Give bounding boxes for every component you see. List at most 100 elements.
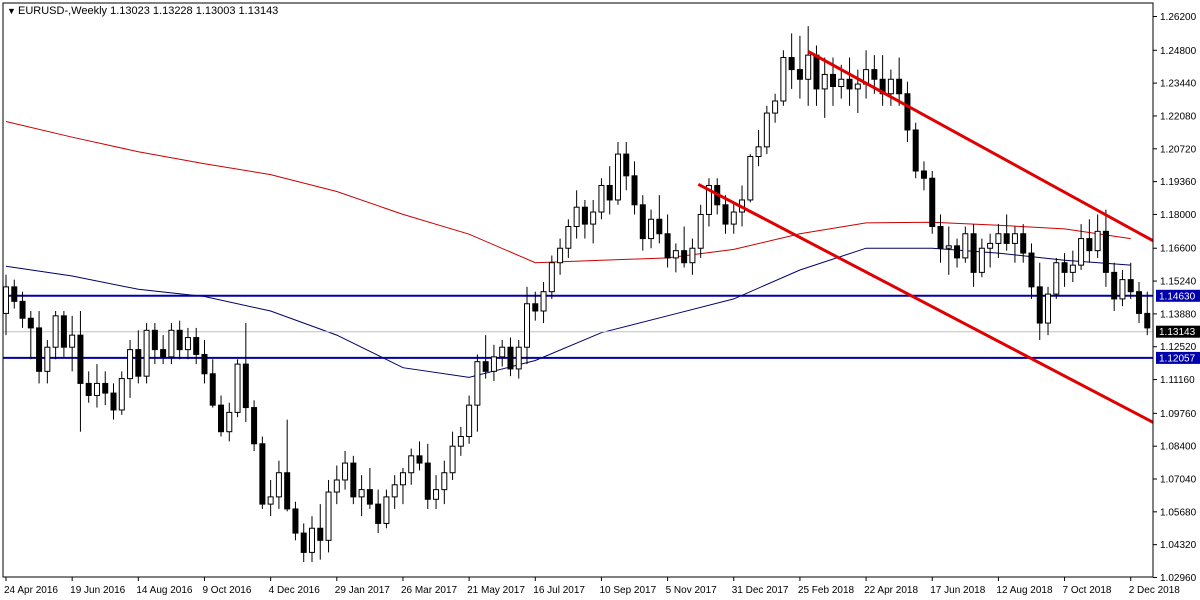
candle [581, 199, 588, 239]
candle-body-bearish [788, 57, 795, 71]
time-tick-label: 7 Oct 2018 [1063, 585, 1112, 596]
candle-body-bullish [524, 303, 531, 348]
candle-body-bearish [11, 286, 18, 302]
price-tick-label: 1.26200 [1160, 12, 1197, 23]
candle [639, 195, 646, 251]
candle-body-bearish [929, 177, 936, 228]
chart-header: EURUSD-,Weekly 1.13023 1.13228 1.13003 1… [18, 5, 278, 17]
candle [681, 226, 688, 268]
candle-body-bullish [143, 329, 150, 377]
candle-body-bearish [209, 373, 216, 406]
candle [606, 166, 613, 215]
trendline-2[interactable] [697, 182, 1200, 458]
candle [672, 243, 679, 273]
candle [300, 523, 307, 563]
candle-body-bullish [854, 83, 861, 90]
candle-body-bearish [19, 300, 26, 319]
candle [168, 323, 175, 365]
candle [433, 475, 440, 509]
candle-body-bullish [226, 411, 233, 433]
candle [970, 224, 977, 287]
candle [1144, 291, 1151, 336]
candle [242, 323, 249, 423]
candle-body-bearish [1020, 233, 1027, 254]
candle-body-bullish [548, 262, 555, 293]
candle-body-bullish [168, 329, 175, 358]
candle-body-bearish [317, 527, 324, 541]
price-tick-label: 1.20720 [1160, 144, 1197, 155]
candle-body-bullish [342, 462, 349, 481]
candle-body-bullish [565, 226, 572, 249]
price-tick-label: 1.13880 [1160, 309, 1197, 320]
time-tick-label: 9 Oct 2016 [202, 585, 251, 596]
candle [482, 335, 489, 379]
candle [466, 395, 473, 444]
candle-body-bullish [705, 184, 712, 215]
price-badge-box [1156, 289, 1200, 302]
candle-body-bullish [1078, 238, 1085, 266]
candle-body-bullish [598, 184, 605, 213]
candle-body-bearish [1127, 279, 1134, 293]
candle [408, 448, 415, 485]
time-tick-label: 4 Dec 2016 [269, 585, 321, 596]
candle-body-bearish [1061, 262, 1068, 273]
candle [747, 154, 754, 203]
candle [1086, 219, 1093, 263]
candle [201, 339, 208, 384]
candle [102, 371, 109, 406]
candle-body-bearish [1102, 230, 1109, 273]
candle-body-bullish [755, 146, 762, 158]
candle [317, 504, 324, 560]
candle [342, 451, 349, 490]
candle [763, 105, 770, 155]
price-badge: 1.14630 [1156, 289, 1200, 302]
candle-body-bullish [1053, 262, 1060, 295]
candle [441, 460, 448, 505]
price-badge-box [1156, 325, 1200, 338]
candle [623, 142, 630, 191]
candle [1078, 224, 1085, 270]
candle [375, 489, 382, 534]
candle [920, 161, 927, 191]
candle-body-bearish [60, 315, 67, 348]
candle [60, 311, 67, 357]
time-tick-label: 31 Dec 2017 [732, 585, 789, 596]
candle [259, 436, 266, 509]
candle [598, 178, 605, 220]
candle [507, 337, 514, 377]
candle-body-bearish [36, 327, 43, 372]
collapse-arrow-icon[interactable]: ▼ [7, 6, 16, 16]
candle [474, 354, 481, 432]
price-tick-label: 1.24800 [1160, 46, 1197, 57]
candle [1036, 262, 1043, 340]
candle [631, 161, 638, 215]
candle [267, 479, 274, 517]
candle-body-bullish [325, 491, 332, 541]
candle-body-bullish [52, 315, 59, 348]
candle [937, 214, 944, 263]
candle-body-bullish [747, 156, 754, 201]
candle [218, 395, 225, 437]
candle [292, 501, 299, 541]
time-tick-label: 12 Aug 2018 [996, 585, 1053, 596]
candle-body-bearish [292, 508, 299, 534]
candle [77, 311, 84, 432]
candle-body-bearish [1086, 238, 1093, 252]
candle [614, 142, 621, 205]
candle-body-bearish [300, 532, 307, 553]
candle-body-bearish [284, 472, 291, 510]
candle [284, 419, 291, 512]
candle [755, 129, 762, 167]
candle-body-bullish [449, 445, 456, 474]
candle-body-bearish [424, 462, 431, 500]
price-tick-label: 1.22080 [1160, 111, 1197, 122]
candle [1011, 226, 1018, 263]
candle [151, 323, 158, 365]
candle [705, 178, 712, 227]
candle-body-bearish [912, 129, 919, 172]
candle [1045, 286, 1052, 336]
price-tick-label: 1.18000 [1160, 210, 1197, 221]
candle-body-bullish [3, 286, 9, 314]
